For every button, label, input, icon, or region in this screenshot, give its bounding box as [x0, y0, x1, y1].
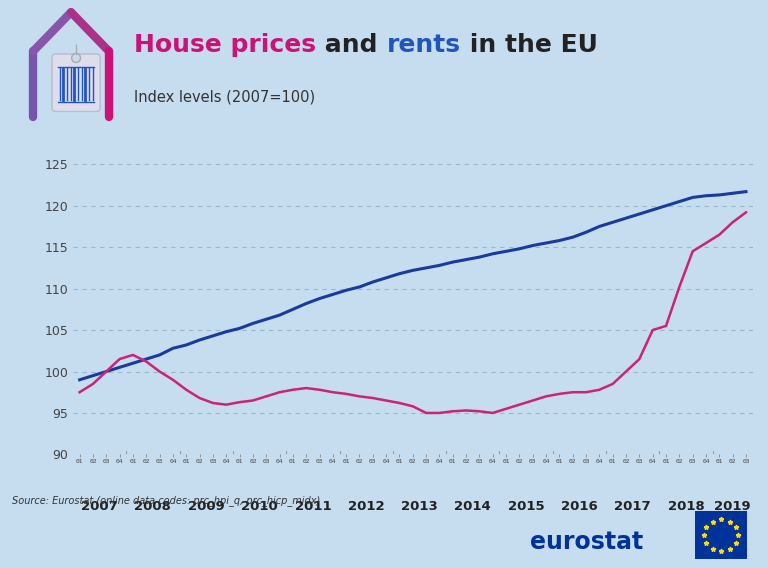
FancyBboxPatch shape [52, 54, 100, 111]
Text: 2011: 2011 [295, 500, 331, 513]
Circle shape [71, 53, 81, 62]
Text: 2014: 2014 [455, 500, 492, 513]
Text: and: and [316, 33, 386, 57]
Text: 2016: 2016 [561, 500, 598, 513]
Text: eurostat: eurostat [530, 530, 643, 554]
Text: Index levels (2007=100): Index levels (2007=100) [134, 90, 316, 105]
Text: 2019: 2019 [714, 500, 751, 513]
Text: 2008: 2008 [134, 500, 171, 513]
Text: House prices: House prices [134, 33, 316, 57]
Text: 2015: 2015 [508, 500, 545, 513]
Text: in the EU: in the EU [461, 33, 598, 57]
Text: 2012: 2012 [348, 500, 385, 513]
Text: Source: Eurostat (online data codes: prc_hpi_q, prc_hicp_midx): Source: Eurostat (online data codes: prc… [12, 495, 319, 506]
Text: rents: rents [386, 33, 461, 57]
Text: 2017: 2017 [614, 500, 651, 513]
Text: 2018: 2018 [667, 500, 704, 513]
Text: 2007: 2007 [81, 500, 118, 513]
Text: 2013: 2013 [401, 500, 438, 513]
Text: 2009: 2009 [188, 500, 224, 513]
Text: 2010: 2010 [241, 500, 278, 513]
